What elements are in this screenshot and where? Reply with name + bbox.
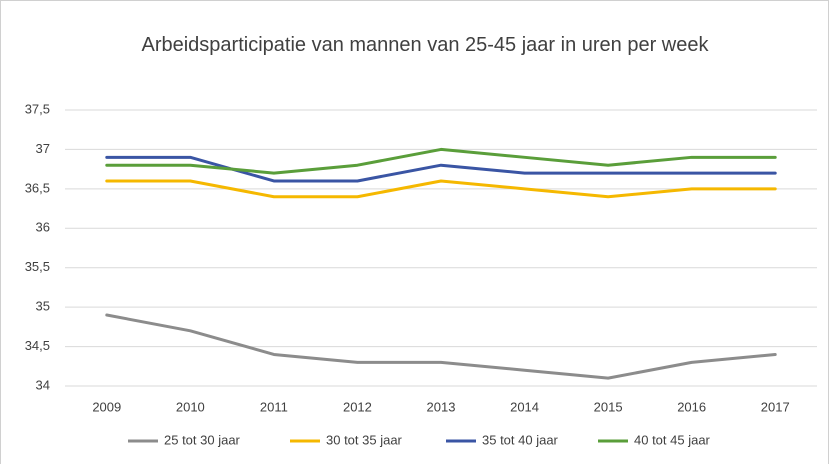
series-line: [105, 179, 777, 199]
y-tick-label: 34,5: [25, 338, 50, 353]
y-tick-label: 34: [36, 377, 50, 392]
y-tick-label: 36,5: [25, 180, 50, 195]
y-tick-label: 37: [36, 141, 50, 156]
y-tick-label: 36: [36, 220, 50, 235]
legend-label: 30 tot 35 jaar: [326, 432, 403, 447]
y-tick-label: 35: [36, 299, 50, 314]
legend-label: 25 tot 30 jaar: [164, 432, 241, 447]
x-tick-label: 2009: [92, 399, 121, 414]
x-tick-label: 2014: [510, 399, 539, 414]
legend-label: 35 tot 40 jaar: [482, 432, 559, 447]
x-tick-label: 2015: [594, 399, 623, 414]
y-tick-label: 35,5: [25, 259, 50, 274]
series-line: [105, 155, 777, 183]
x-tick-label: 2013: [427, 399, 456, 414]
x-tick-label: 2017: [761, 399, 790, 414]
chart-title: Arbeidsparticipatie van mannen van 25-45…: [141, 34, 709, 56]
legend-label: 40 tot 45 jaar: [634, 432, 711, 447]
x-tick-label: 2011: [260, 399, 288, 414]
x-tick-label: 2016: [677, 399, 706, 414]
series-line: [105, 147, 777, 175]
x-tick-label: 2010: [176, 399, 205, 414]
y-tick-label: 37,5: [25, 101, 50, 116]
series-line: [105, 313, 777, 380]
x-tick-label: 2012: [343, 399, 372, 414]
